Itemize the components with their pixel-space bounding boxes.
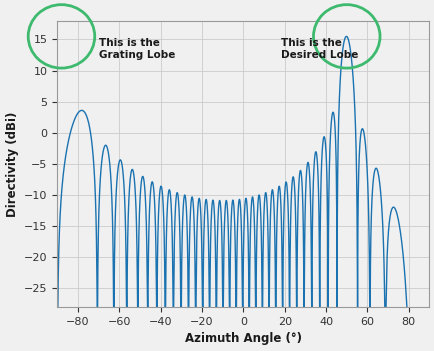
Text: This is the
Desired Lobe: This is the Desired Lobe xyxy=(280,38,357,60)
X-axis label: Azimuth Angle (°): Azimuth Angle (°) xyxy=(184,332,301,345)
Text: This is the
Grating Lobe: This is the Grating Lobe xyxy=(99,38,174,60)
Y-axis label: Directivity (dBi): Directivity (dBi) xyxy=(6,111,19,217)
